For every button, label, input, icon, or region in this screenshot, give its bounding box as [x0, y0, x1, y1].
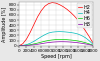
H6	[30, 44, 31, 45]
H6	[48, 40, 49, 41]
H2	[59, 4, 60, 5]
H2	[41, 10, 42, 11]
Legend: H2, H4, H6, H8: H2, H4, H6, H8	[77, 3, 92, 28]
H6	[44, 41, 46, 42]
H4	[59, 31, 60, 32]
H2	[30, 32, 31, 33]
Line: H2: H2	[19, 3, 93, 46]
H6	[81, 41, 82, 42]
H4	[70, 32, 71, 33]
H8	[33, 44, 34, 45]
H2	[63, 6, 64, 7]
Y-axis label: Amplitude [%]: Amplitude [%]	[2, 6, 7, 42]
H8	[26, 45, 27, 46]
H6	[18, 45, 20, 46]
H2	[66, 9, 68, 10]
H4	[63, 31, 64, 32]
H8	[74, 42, 75, 43]
H6	[55, 39, 56, 40]
H8	[92, 45, 93, 46]
H4	[81, 35, 82, 36]
H2	[70, 12, 71, 13]
H6	[63, 39, 64, 40]
H4	[26, 44, 27, 45]
H2	[92, 42, 93, 43]
H4	[41, 36, 42, 37]
H6	[26, 45, 27, 46]
H2	[22, 43, 23, 44]
Line: H6: H6	[19, 39, 93, 46]
H2	[33, 24, 34, 25]
H2	[48, 3, 49, 4]
H4	[55, 31, 56, 32]
H2	[81, 25, 82, 26]
H8	[37, 44, 38, 45]
H4	[33, 41, 34, 42]
H8	[48, 42, 49, 43]
H8	[18, 45, 20, 46]
H8	[66, 41, 68, 42]
H8	[30, 45, 31, 46]
H6	[66, 39, 68, 40]
X-axis label: Speed [rpm]: Speed [rpm]	[40, 54, 71, 59]
H4	[30, 43, 31, 44]
H4	[22, 45, 23, 46]
H4	[44, 34, 46, 35]
H2	[44, 6, 46, 7]
H6	[85, 42, 86, 43]
H2	[18, 45, 20, 46]
H8	[59, 41, 60, 42]
H6	[59, 39, 60, 40]
H6	[22, 45, 23, 46]
H2	[85, 30, 86, 31]
H4	[85, 37, 86, 38]
H8	[88, 44, 90, 45]
H4	[88, 40, 90, 41]
H4	[52, 32, 53, 33]
H4	[18, 45, 20, 46]
H6	[88, 43, 90, 44]
H8	[77, 42, 79, 43]
H8	[22, 45, 23, 46]
H8	[63, 41, 64, 42]
H8	[81, 43, 82, 44]
H2	[88, 36, 90, 37]
H8	[41, 43, 42, 44]
H8	[52, 42, 53, 43]
H2	[52, 2, 53, 3]
Line: H4: H4	[19, 32, 93, 46]
H6	[74, 40, 75, 41]
Line: H8: H8	[19, 42, 93, 46]
H6	[41, 42, 42, 43]
